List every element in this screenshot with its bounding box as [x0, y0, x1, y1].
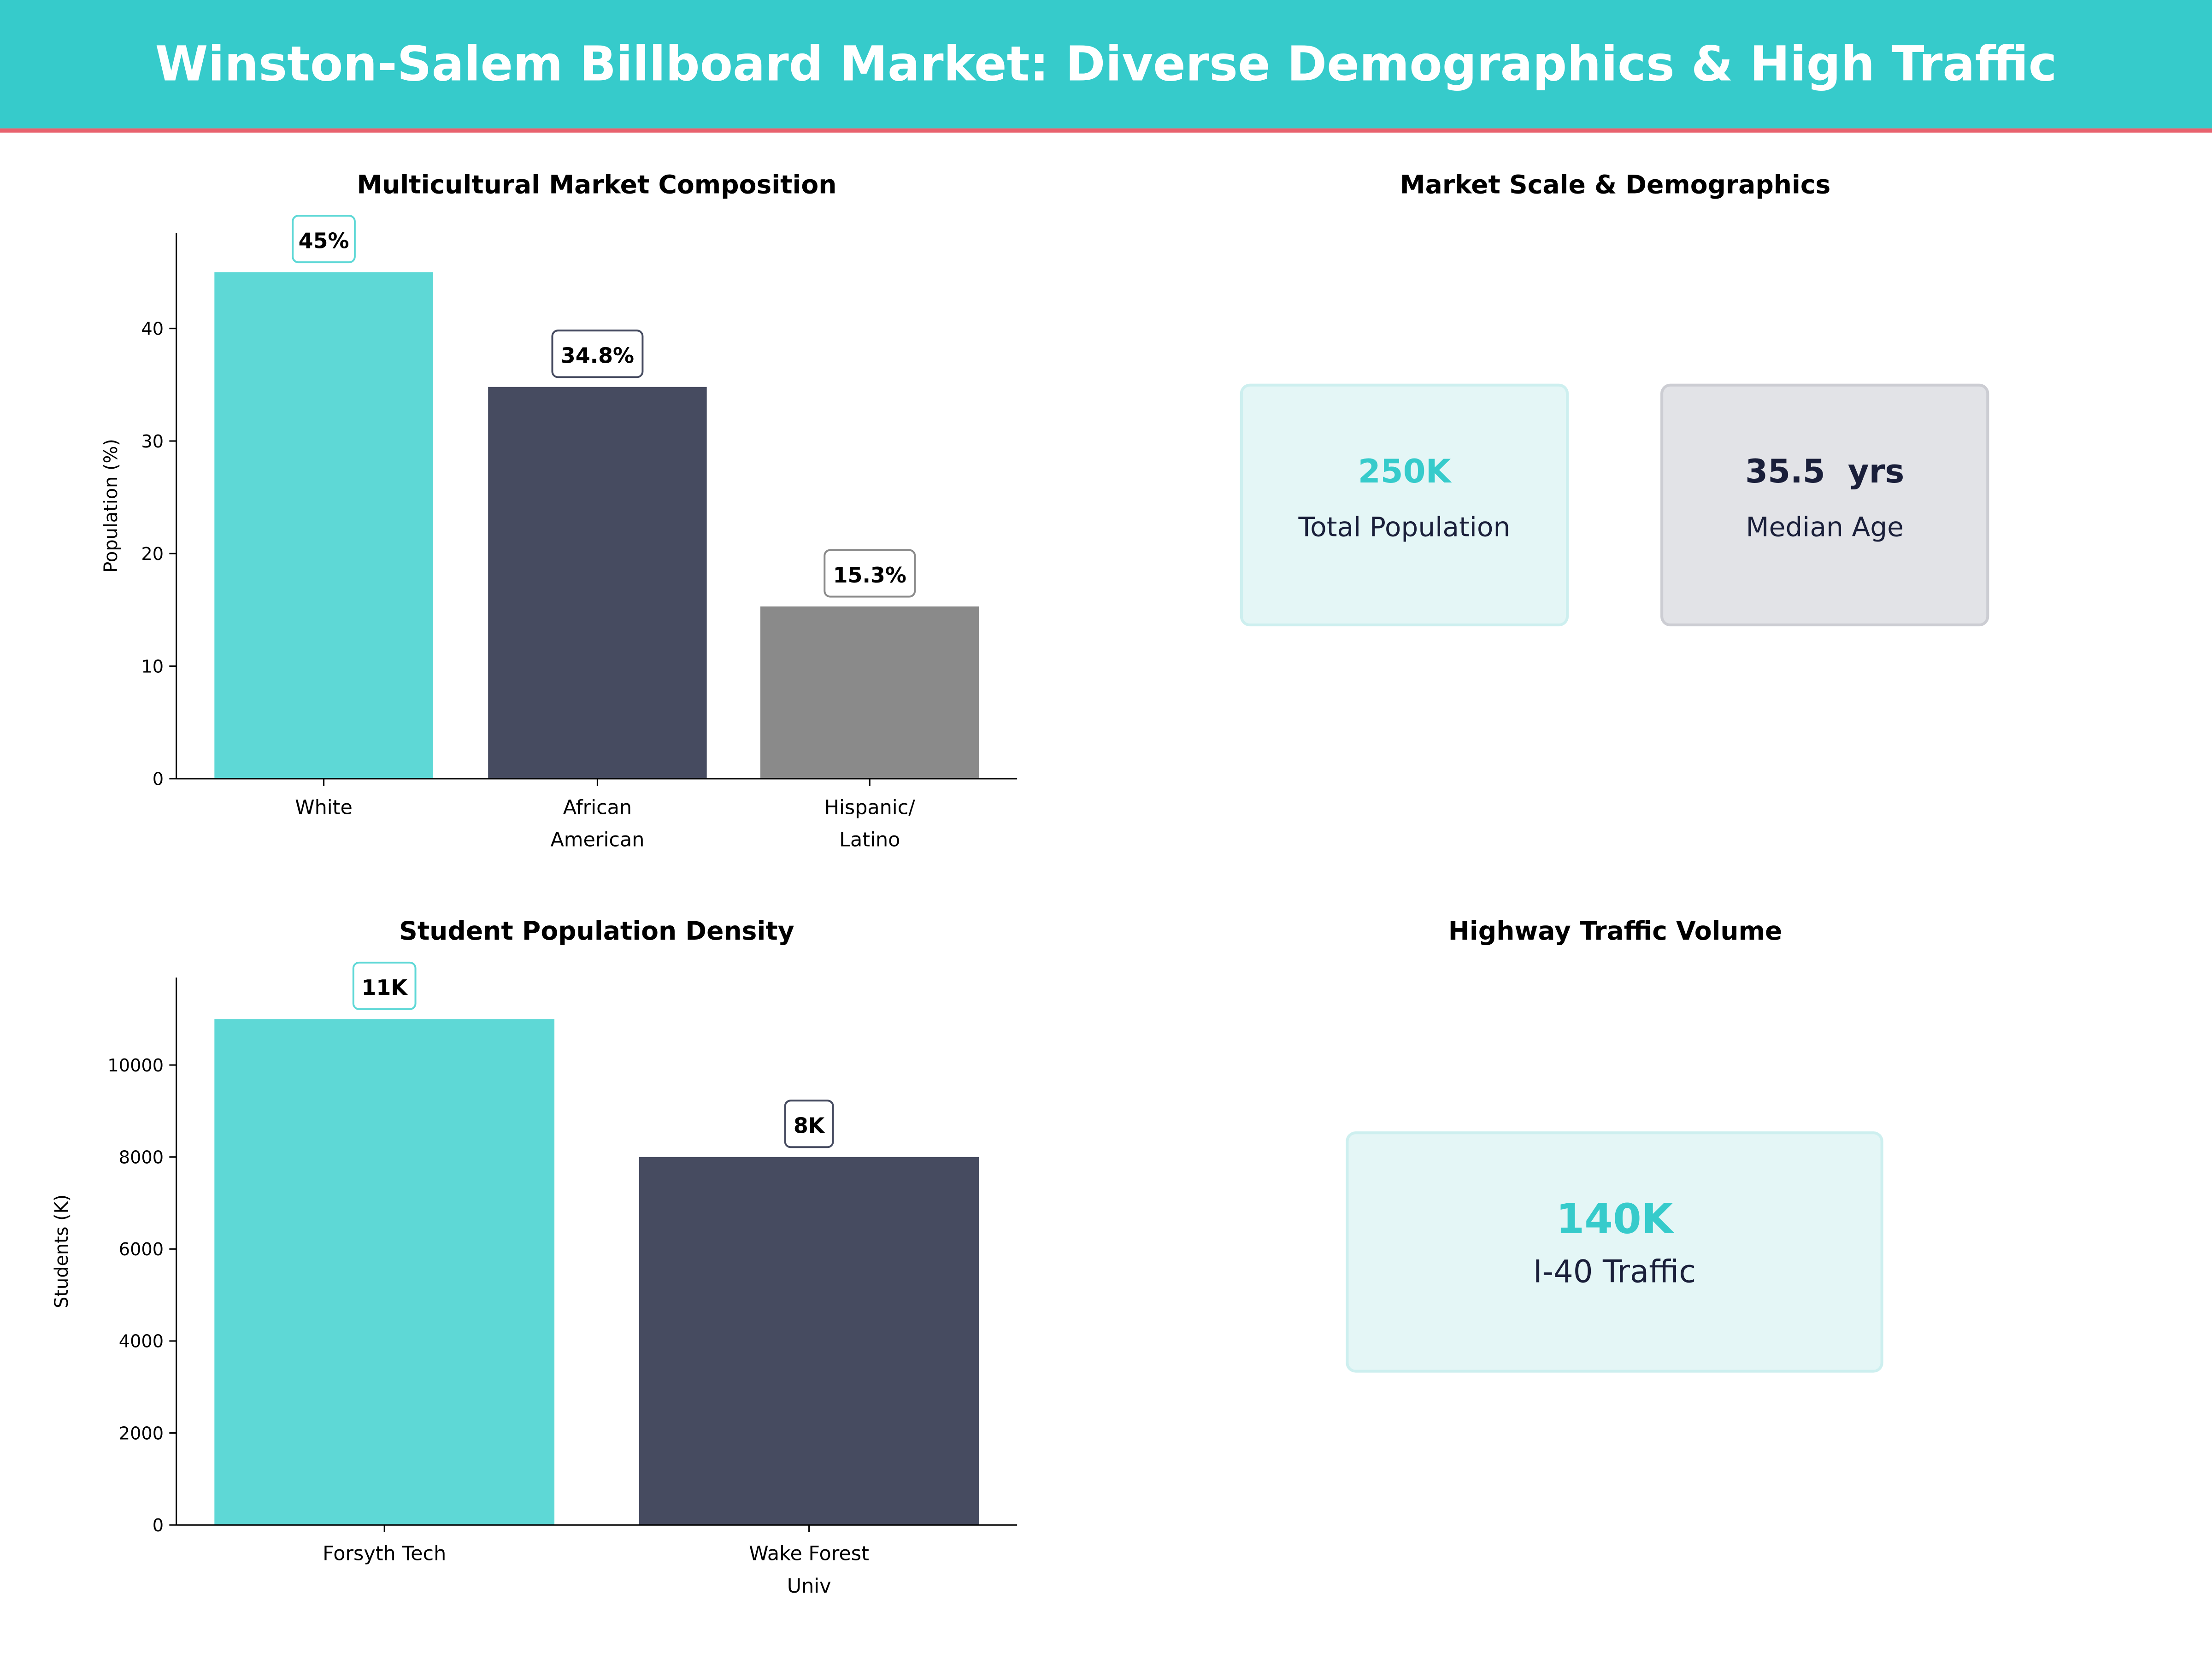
y-tick-label: 20 — [141, 544, 164, 565]
total-population-card: 250K Total Population — [1240, 383, 1569, 627]
y-tick-label: 40 — [141, 319, 164, 340]
y-tick-label: 10000 — [107, 1055, 164, 1076]
y-tick-label: 4000 — [119, 1331, 164, 1352]
bar — [214, 1019, 555, 1525]
data-label: 11K — [361, 975, 408, 1000]
market-scale-title: Market Scale & Demographics — [1400, 170, 1831, 199]
student-chart: Student Population Density Students (K) 11… — [51, 916, 1018, 1598]
y-axis-label: Population (%) — [100, 439, 122, 573]
data-label: 45% — [299, 229, 349, 253]
total-population-label: Total Population — [1298, 511, 1511, 542]
y-axis-label: Students (K) — [51, 1194, 72, 1308]
median-age-label: Median Age — [1746, 511, 1904, 542]
data-label: 34.8% — [561, 343, 634, 368]
y-tick-label: 0 — [153, 1515, 164, 1536]
data-label-box — [292, 215, 356, 264]
data-label: 8K — [794, 1113, 825, 1138]
median-age-card: 35.5 yrs Median Age — [1660, 383, 1989, 627]
chart-title: Multicultural Market Composition — [357, 170, 836, 199]
y-tick-label: 10 — [141, 656, 164, 677]
data-label-box — [824, 549, 916, 598]
y-tick-label: 30 — [141, 431, 164, 452]
x-tick-label: African American — [550, 796, 644, 851]
header-accent-line — [0, 128, 2212, 133]
x-tick-label: Forsyth Tech — [323, 1542, 446, 1565]
traffic-title: Highway Traffic Volume — [1448, 916, 1783, 946]
bar — [760, 606, 979, 779]
page-title: Winston-Salem Billboard Market: Diverse … — [155, 35, 2057, 92]
x-tick-label-line: Wake Forest — [749, 1542, 869, 1565]
x-tick-label-line: Hispanic/ — [824, 796, 916, 819]
x-tick-label: White — [295, 796, 353, 819]
x-tick-label-line: Forsyth Tech — [323, 1542, 446, 1565]
total-population-value: 250K — [1358, 453, 1452, 490]
y-tick-label: 0 — [153, 769, 164, 790]
median-age-value: 35.5 yrs — [1745, 453, 1904, 490]
x-tick-label-line: White — [295, 796, 353, 819]
i40-traffic-value: 140K — [1556, 1195, 1675, 1243]
i40-traffic-label: I-40 Traffic — [1533, 1253, 1696, 1290]
bar — [214, 272, 433, 779]
multicultural-chart: Multicultural Market Composition Populati… — [100, 170, 1018, 852]
x-tick-label: Hispanic/Latino — [824, 796, 916, 851]
x-tick-label-line: American — [550, 829, 644, 852]
y-tick-label: 8000 — [119, 1147, 164, 1168]
data-label-box — [784, 1100, 834, 1148]
data-label: 15.3% — [833, 563, 906, 588]
bar — [488, 387, 707, 779]
y-tick-label: 2000 — [119, 1423, 164, 1444]
y-tick-label: 6000 — [119, 1239, 164, 1260]
x-tick-label: Wake Forest Univ — [749, 1542, 869, 1598]
bar — [639, 1157, 979, 1525]
x-tick-label-line: African — [563, 796, 632, 819]
chart-title: Student Population Density — [399, 916, 794, 946]
data-label-box — [352, 961, 417, 1010]
header-bar — [0, 0, 2212, 129]
i40-traffic-card: 140K I-40 Traffic — [1346, 1131, 1883, 1373]
x-tick-label-line: Univ — [787, 1575, 831, 1598]
x-tick-label-line: Latino — [839, 829, 900, 852]
data-label-box — [551, 329, 644, 378]
